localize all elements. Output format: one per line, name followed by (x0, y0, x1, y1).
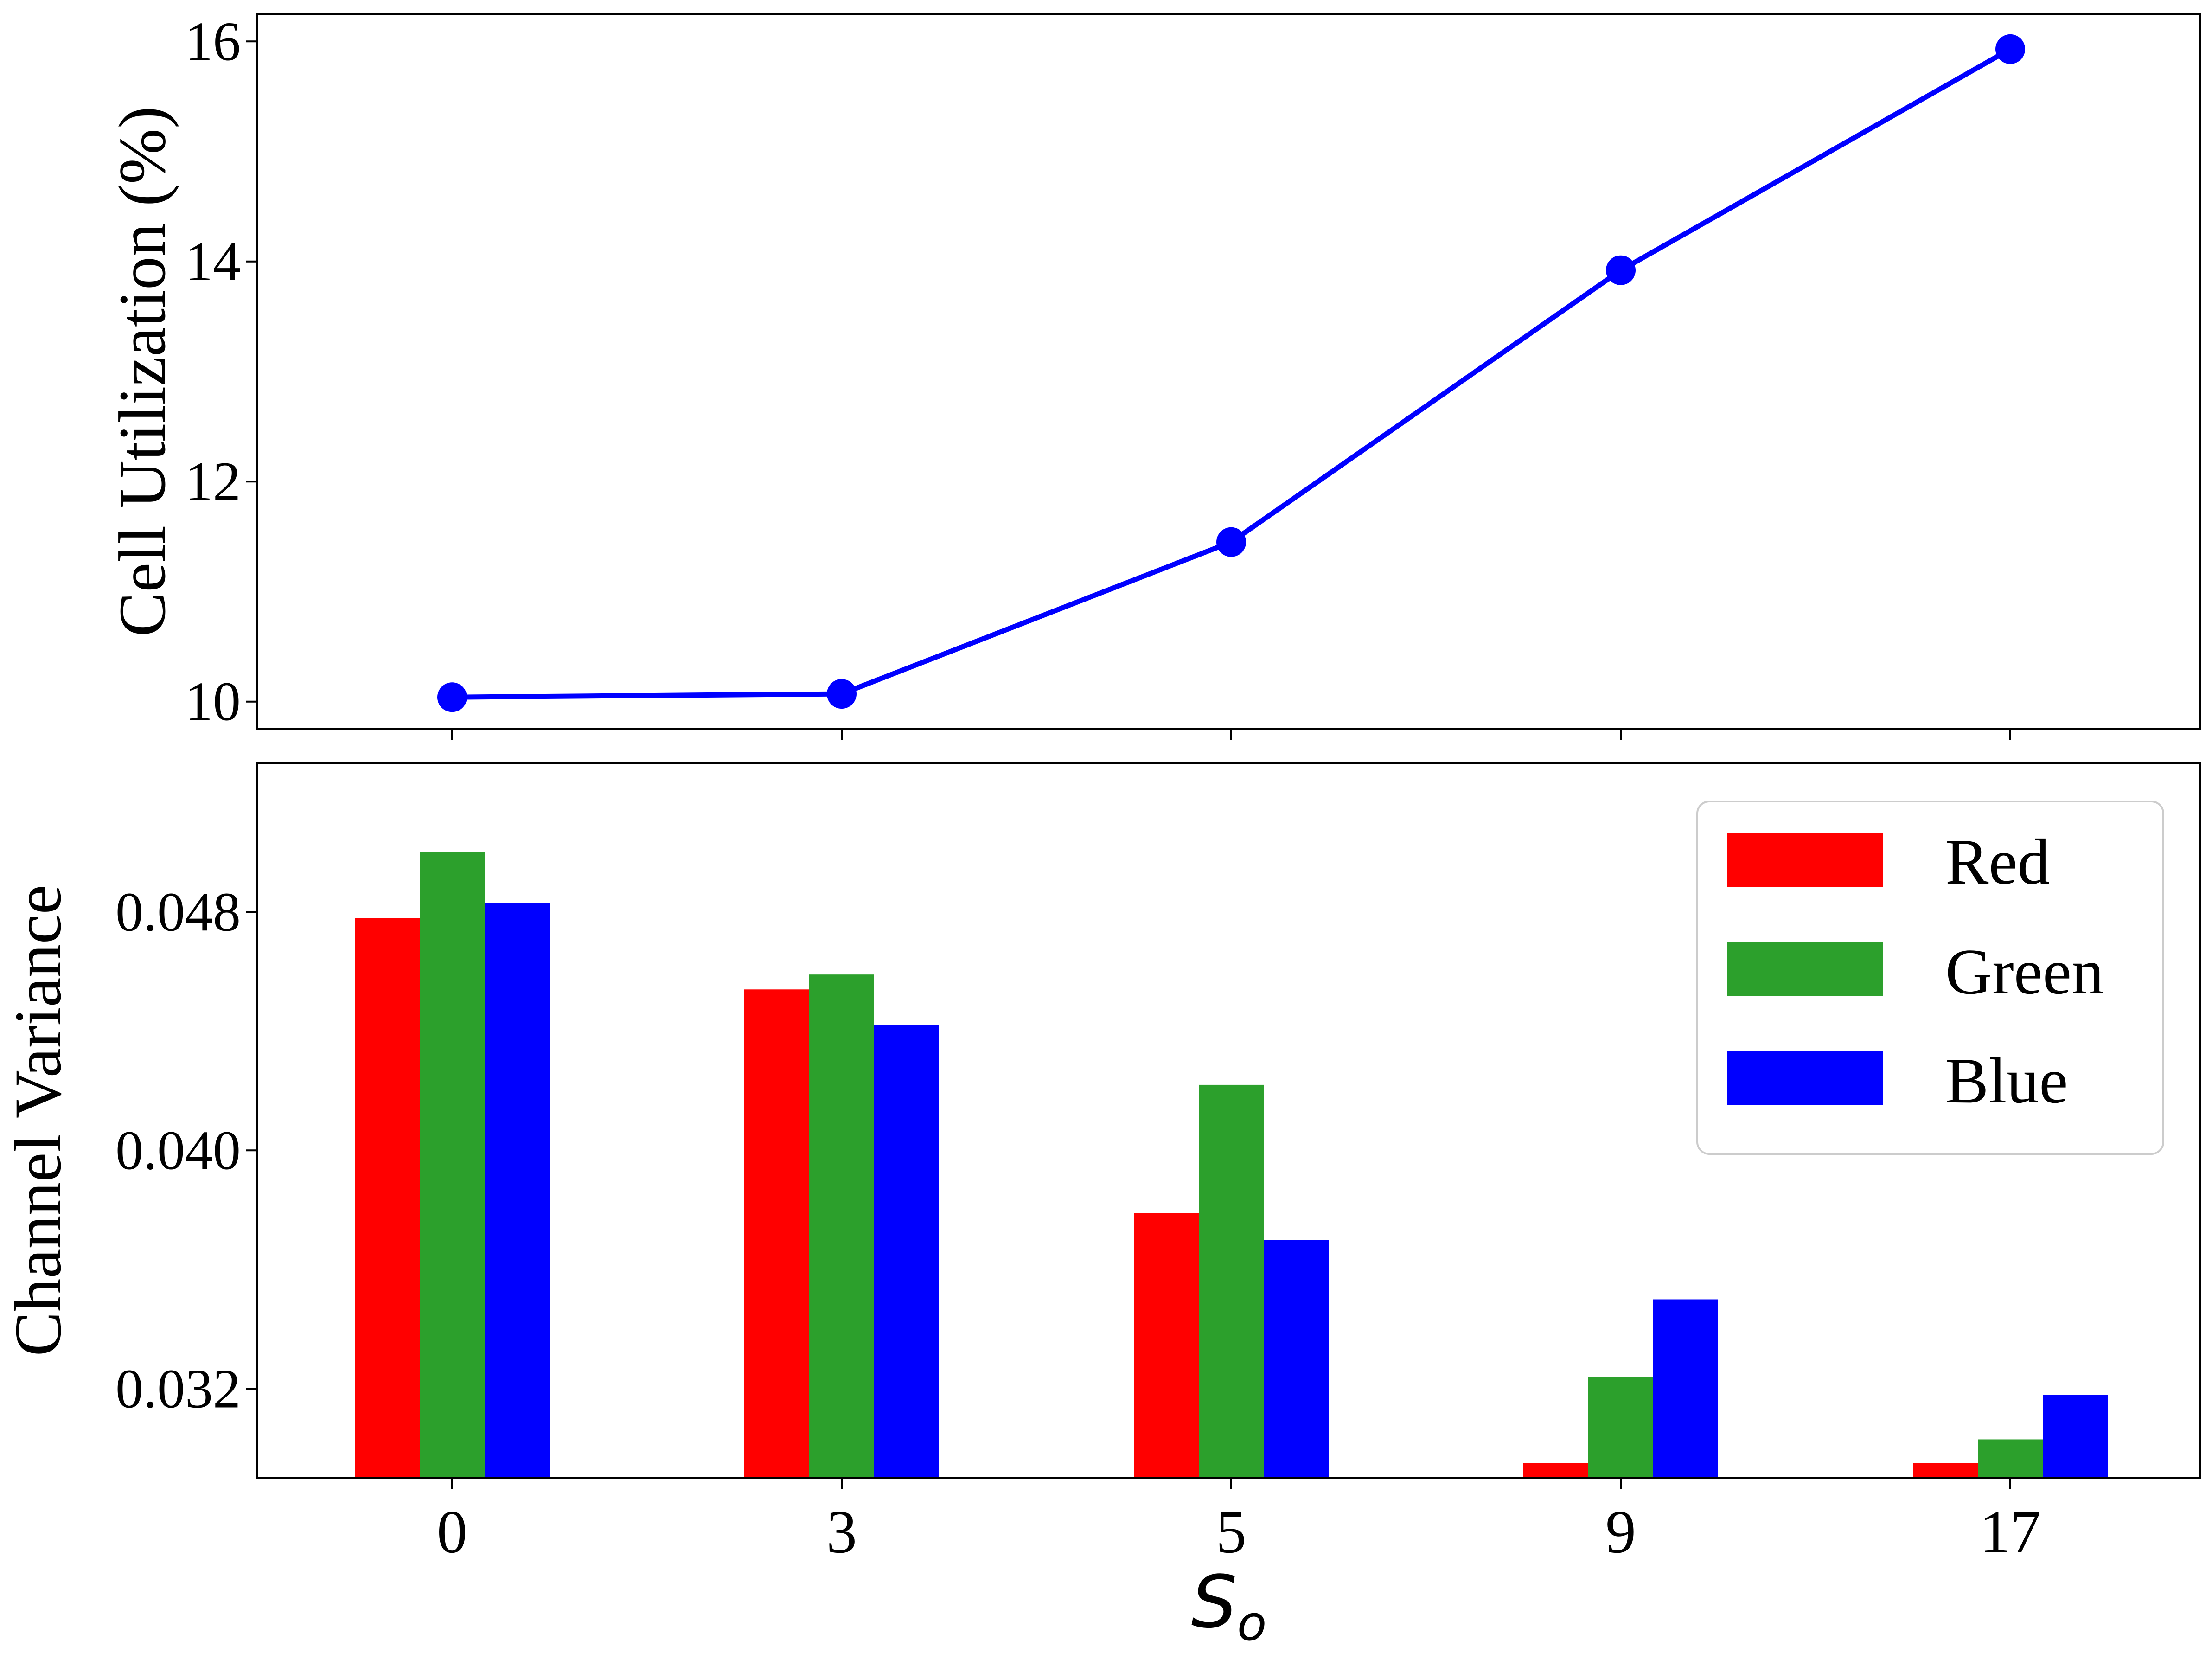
x-tick-label-9: 9 (1605, 1498, 1636, 1566)
top-y-tick-label: 16 (185, 10, 241, 72)
bottom-x-axis-label: So (1191, 1560, 1267, 1652)
bar-blue-9 (1653, 1299, 1718, 1478)
top-panel-line-chart: 10 12 14 16 Cell Utilization (%) (106, 10, 2201, 740)
bar-red-9 (1523, 1463, 1588, 1478)
top-plot-frame (256, 13, 2201, 730)
utilization-point-17 (1995, 34, 2025, 64)
legend-swatch-green (1727, 942, 1883, 996)
top-y-axis-label: Cell Utilization (%) (106, 106, 179, 637)
legend: Red Green Blue (1696, 801, 2164, 1155)
top-series-group (437, 34, 2025, 712)
bottom-x-ticks: 0 3 5 9 17 (437, 1478, 2041, 1566)
bar-green-3 (809, 974, 874, 1478)
legend-label-red: Red (1945, 826, 2050, 898)
bar-green-0 (420, 852, 485, 1478)
utilization-point-0 (437, 682, 467, 712)
utilization-point-9 (1606, 255, 1636, 285)
bar-red-0 (355, 918, 420, 1478)
bottom-plot-frame (256, 762, 2201, 1479)
x-axis-label-subscript: o (1237, 1595, 1267, 1652)
x-tick-label-0: 0 (437, 1498, 467, 1566)
legend-label-blue: Blue (1945, 1045, 2068, 1117)
top-y-tick-label: 10 (185, 671, 241, 732)
bar-blue-3 (874, 1025, 939, 1478)
x-axis-label-main: S (1191, 1560, 1237, 1644)
utilization-point-5 (1216, 527, 1246, 557)
bottom-y-tick-label: 0.032 (115, 1358, 241, 1419)
bar-blue-0 (485, 903, 550, 1478)
bottom-y-tick-label: 0.048 (115, 881, 241, 942)
bar-red-3 (744, 989, 809, 1478)
bottom-bars-group (355, 852, 2108, 1478)
bar-blue-17 (2043, 1395, 2108, 1478)
utilization-point-3 (827, 679, 857, 709)
top-y-tick-label: 14 (185, 231, 241, 292)
top-y-tick-label: 12 (185, 450, 241, 512)
bottom-y-ticks: 0.032 0.040 0.048 (115, 881, 257, 1419)
bar-green-9 (1588, 1377, 1653, 1478)
bar-green-5 (1199, 1084, 1264, 1478)
bar-red-5 (1134, 1213, 1199, 1478)
legend-swatch-red (1727, 833, 1883, 887)
top-y-ticks: 10 12 14 16 (185, 10, 257, 732)
x-tick-label-3: 3 (826, 1498, 857, 1566)
bottom-y-axis-label: Channel Variance (1, 885, 75, 1357)
legend-label-green: Green (1945, 936, 2104, 1008)
top-x-ticks (451, 729, 2011, 740)
bar-blue-5 (1264, 1240, 1329, 1478)
bottom-y-tick-label: 0.040 (115, 1119, 241, 1181)
legend-swatch-blue (1727, 1051, 1883, 1105)
bar-green-17 (1978, 1439, 2043, 1478)
bar-red-17 (1913, 1463, 1978, 1478)
x-tick-label-5: 5 (1216, 1498, 1247, 1566)
x-tick-label-17: 17 (1980, 1498, 2041, 1566)
